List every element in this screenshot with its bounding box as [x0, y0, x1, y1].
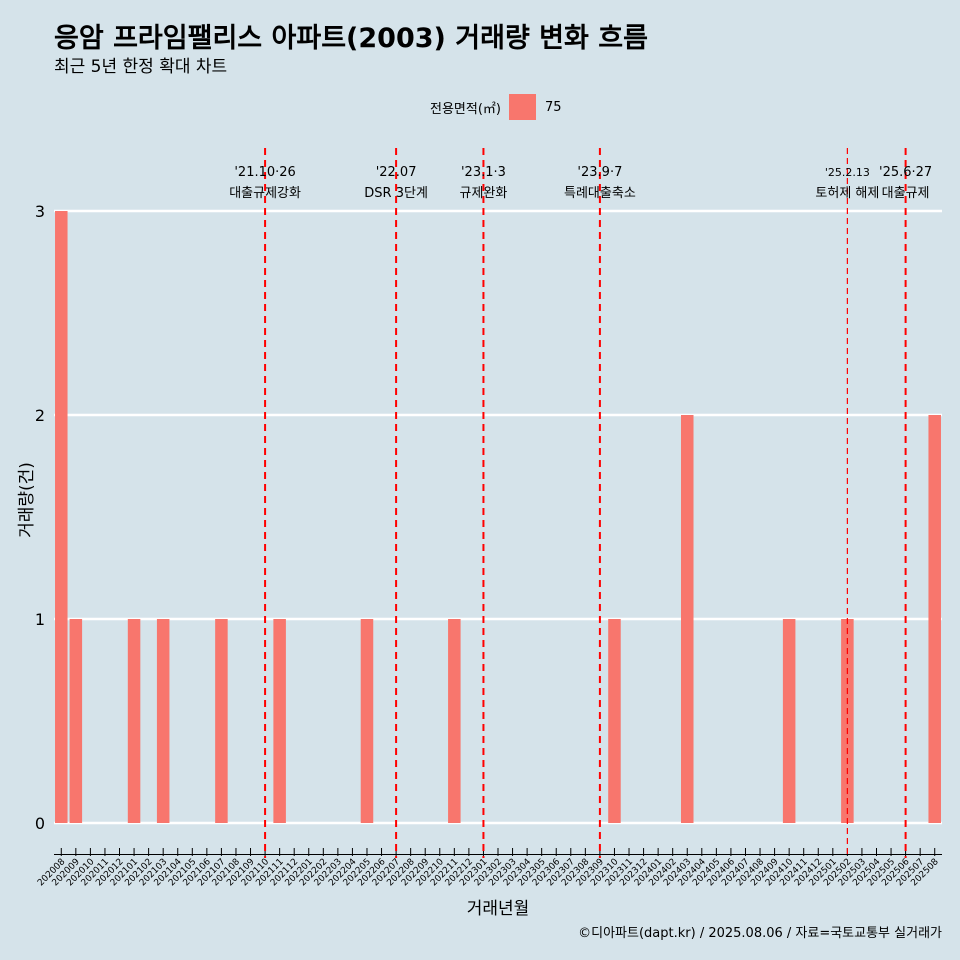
- annotation-date: '23.9·7: [577, 165, 622, 180]
- bar: [360, 619, 374, 823]
- bar: [69, 619, 83, 823]
- bar: [127, 619, 141, 823]
- source-caption: ©디아파트(dapt.kr) / 2025.08.06 / 자료=국토교통부 실…: [578, 926, 942, 941]
- bar: [782, 619, 796, 823]
- bar: [55, 211, 68, 823]
- bar: [215, 619, 228, 823]
- y-tick-label: 1: [35, 610, 45, 629]
- x-axis-title: 거래년월: [467, 899, 530, 919]
- bar: [680, 415, 694, 823]
- bar: [448, 619, 461, 823]
- annotation-label: 규제완화: [460, 186, 508, 201]
- legend-item-label: 75: [544, 99, 562, 115]
- legend-title: 전용면적(㎡): [430, 101, 501, 117]
- annotation-label: 대출규제강화: [229, 186, 301, 201]
- y-axis-title: 거래량(건): [17, 462, 37, 538]
- annotation-label: 특례대출축소: [564, 186, 636, 201]
- bar: [156, 619, 170, 823]
- y-tick-label: 3: [35, 202, 45, 221]
- annotation-date: '25.2.13: [825, 166, 870, 179]
- annotation-date: '21.10·26: [234, 165, 295, 180]
- chart-subtitle: 최근 5년 한정 확대 차트: [54, 57, 228, 77]
- y-tick-label: 0: [35, 814, 45, 833]
- legend: 전용면적(㎡) 75: [430, 94, 562, 120]
- annotation-label: 대출규제: [882, 186, 930, 201]
- y-tick-label: 2: [35, 406, 45, 425]
- legend-key-swatch: [508, 94, 536, 120]
- annotation-label: 토허제 해제: [815, 186, 879, 201]
- annotation-date: '23.1·3: [461, 165, 506, 180]
- bar: [608, 619, 621, 823]
- bar: [928, 415, 941, 823]
- annotation-label: DSR 3단계: [364, 186, 428, 201]
- bar: [273, 619, 286, 823]
- annotation-date: '25.6·27: [879, 165, 932, 180]
- annotation-date: '22.07: [376, 165, 417, 180]
- chart-title: 응암 프라임팰리스 아파트(2003) 거래량 변화 흐름: [54, 23, 648, 54]
